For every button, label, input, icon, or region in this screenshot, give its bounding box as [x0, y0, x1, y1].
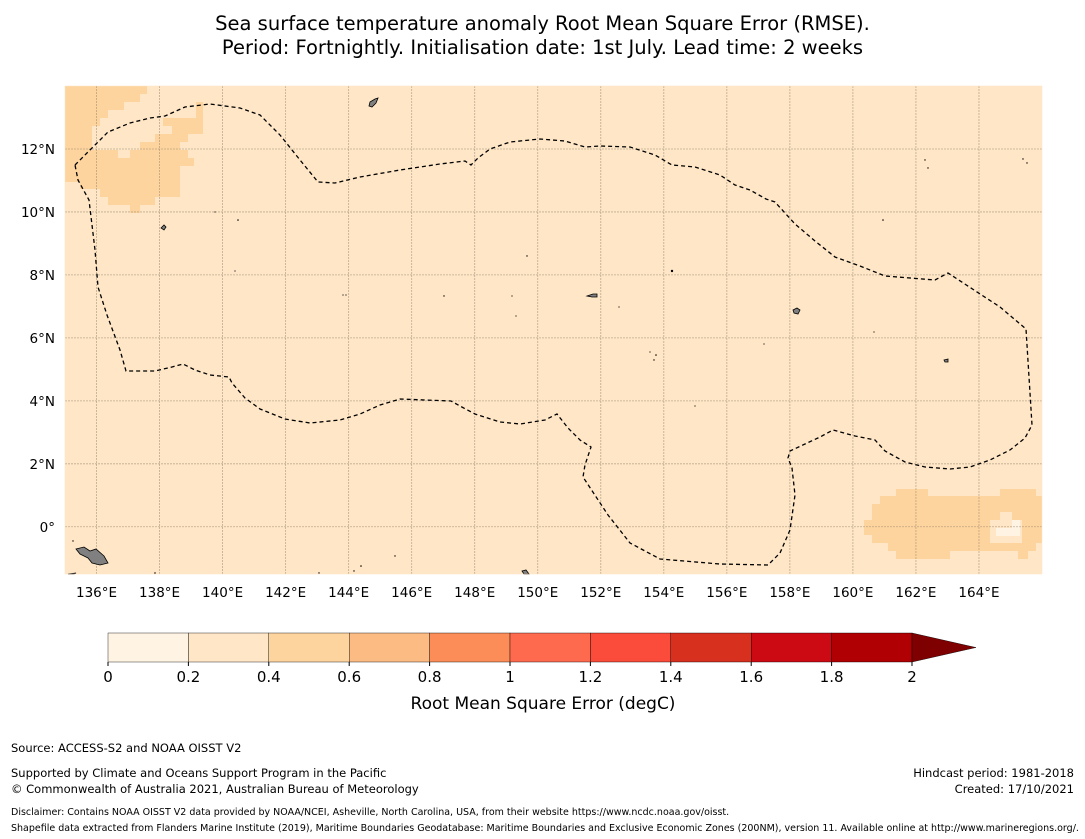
longitude-tick-label: 154°E	[643, 585, 684, 601]
colorbar-bin	[751, 632, 832, 663]
island-new-guinea-north	[75, 546, 109, 566]
hindcast-period-text: Hindcast period: 1981-2018	[913, 766, 1074, 780]
disclaimer-text: Disclaimer: Contains NOAA OISST V2 data …	[11, 807, 730, 818]
colorbar-tick-label: 0.8	[418, 668, 442, 686]
copyright-text: © Commonwealth of Australia 2021, Austra…	[11, 782, 419, 796]
longitude-tick-label: 136°E	[76, 585, 117, 601]
latitude-tick-label: 0°	[40, 520, 55, 536]
eez-boundary-line	[74, 103, 1033, 566]
colorbar-tick-label: 0.6	[337, 668, 361, 686]
longitude-tick-label: 138°E	[139, 585, 180, 601]
atolls	[72, 158, 1028, 574]
colorbar-bin	[590, 632, 672, 663]
longitude-tick-label: 158°E	[769, 585, 810, 601]
island-chuuk	[585, 293, 598, 298]
colorbar-tick-label: 1.2	[578, 668, 602, 686]
latitude-tick-label: 10°N	[21, 205, 55, 221]
colorbar-bin	[670, 632, 752, 663]
created-date-text: Created: 17/10/2021	[954, 782, 1074, 796]
island-guam-area	[160, 224, 167, 231]
colorbar-label: Root Mean Square Error (degC)	[411, 694, 676, 714]
colorbar-tick-label: 0.2	[176, 668, 200, 686]
map-gridlines	[65, 86, 1042, 574]
longitude-tick-label: 164°E	[958, 585, 999, 601]
rmse-patch-northwest	[65, 86, 203, 213]
islands	[67, 97, 949, 575]
colorbar-bin	[107, 632, 189, 663]
colorbar-bin	[268, 632, 350, 663]
colorbar-bin	[831, 632, 913, 663]
longitude-tick-label: 144°E	[328, 585, 369, 601]
longitude-tick-label: 140°E	[202, 585, 243, 601]
colorbar-tick-label: 1	[505, 668, 515, 686]
colorbar	[107, 632, 977, 663]
colorbar-bin	[429, 632, 511, 663]
longitude-tick-label: 152°E	[580, 585, 621, 601]
map-background	[65, 86, 1042, 574]
source-text: Source: ACCESS-S2 and NOAA OISST V2	[11, 741, 242, 755]
latitude-tick-label: 8°N	[30, 268, 55, 284]
latitude-tick-label: 4°N	[30, 394, 55, 410]
colorbar-tick-label: 1.8	[820, 668, 844, 686]
longitude-tick-label: 162°E	[895, 585, 936, 601]
island-north	[368, 97, 379, 108]
longitude-tick-label: 142°E	[265, 585, 306, 601]
colorbar-bin	[349, 632, 430, 663]
map-frame	[64, 85, 1043, 575]
latitude-tick-label: 2°N	[30, 457, 55, 473]
longitude-tick-label: 146°E	[391, 585, 432, 601]
rmse-patch-southeast	[864, 489, 1042, 559]
longitude-tick-labels: 136°E 138°E 140°E 142°E 144°E 146°E 148°E 150°E…	[76, 585, 1000, 601]
support-text: Supported by Climate and Oceans Support …	[11, 766, 387, 780]
colorbar-tick-label: 0	[103, 668, 113, 686]
colorbar-tick-label: 1.4	[659, 668, 683, 686]
shapefile-credit-text: Shapefile data extracted from Flanders M…	[11, 823, 1079, 834]
colorbar-tick-label: 0.4	[257, 668, 281, 686]
latitude-tick-labels: 12°N 10°N 8°N 6°N 4°N 2°N 0°	[21, 142, 55, 536]
map-title-line-1: Sea surface temperature anomaly Root Mea…	[215, 12, 870, 35]
longitude-tick-label: 156°E	[706, 585, 747, 601]
longitude-tick-label: 148°E	[454, 585, 495, 601]
latitude-tick-label: 12°N	[21, 142, 55, 158]
map-title-line-2: Period: Fortnightly. Initialisation date…	[221, 36, 864, 59]
island-pohnpei	[792, 307, 801, 315]
latitude-tick-label: 6°N	[30, 331, 55, 347]
longitude-tick-label: 160°E	[832, 585, 873, 601]
colorbar-tick-label: 1.6	[739, 668, 763, 686]
colorbar-bin	[509, 632, 591, 663]
colorbar-extend-arrow	[911, 632, 977, 663]
longitude-tick-label: 150°E	[517, 585, 558, 601]
island-kosrae	[943, 358, 949, 363]
colorbar-bin	[188, 632, 269, 663]
colorbar-tick-labels: 0 0.2 0.4 0.6 0.8 1 1.2 1.4 1.6 1.8 2	[103, 662, 917, 686]
colorbar-tick-label: 2	[907, 668, 917, 686]
